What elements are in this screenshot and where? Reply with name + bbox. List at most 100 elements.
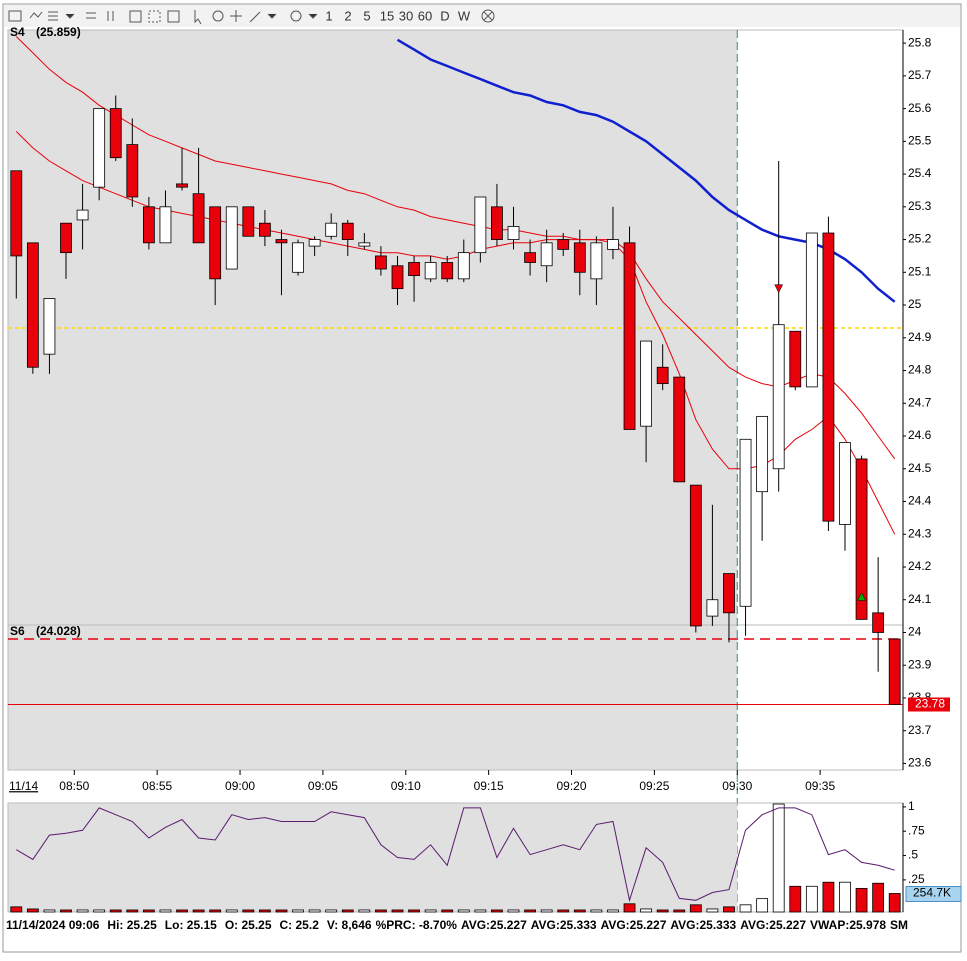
candle-body [292, 242, 304, 273]
icon-clock[interactable] [290, 10, 302, 22]
study-value: (25.859) [36, 25, 81, 39]
candle-body [126, 144, 139, 198]
candle-body [10, 170, 23, 257]
volume-bar [10, 906, 23, 913]
status-item: VWAP:25.978 [810, 918, 886, 932]
candle-body [258, 222, 271, 237]
volume-bar [805, 885, 818, 913]
icon-zoom-out[interactable] [167, 10, 180, 23]
volume-bar [839, 881, 851, 913]
volume-bar [43, 909, 56, 913]
volume-bar [275, 909, 288, 913]
icon-line[interactable] [29, 11, 43, 19]
candle-body [474, 196, 487, 254]
volume-bar [93, 909, 106, 913]
candle-body [822, 232, 835, 522]
icon-vsplit[interactable] [107, 11, 114, 21]
interval-button[interactable]: 60 [418, 8, 432, 23]
status-item: AVG:25.333 [531, 918, 597, 932]
y-tick-label: 25.2 [908, 232, 932, 246]
icon-crosshair[interactable] [230, 10, 242, 22]
candle-body [573, 242, 586, 273]
icon-close[interactable] [481, 9, 495, 23]
candle-body [176, 183, 188, 188]
icon-pointer[interactable] [194, 10, 202, 25]
volume-bar [607, 909, 619, 913]
volume-bar [209, 909, 222, 913]
candle-body [557, 239, 570, 250]
candle-body [26, 242, 39, 368]
volume-bar [640, 908, 653, 913]
y-tick-label: 24.6 [908, 428, 932, 442]
y-tick-label: 24 [908, 625, 922, 639]
status-item: AVG:25.333 [670, 918, 736, 932]
candle-body [192, 193, 205, 244]
volume-bar [192, 909, 205, 913]
volume-tag [905, 885, 962, 902]
status-item: SM [890, 918, 908, 932]
icon-dropdown[interactable] [267, 13, 277, 19]
volume-bar [176, 909, 188, 913]
volume-bar [126, 909, 139, 913]
last-price-label: 23.78 [915, 697, 945, 711]
candle-body [209, 206, 222, 280]
candle-body [607, 239, 619, 250]
volume-bar [855, 887, 868, 913]
icon-dropdown[interactable] [308, 13, 318, 19]
candle-body [507, 226, 520, 240]
icon-bars[interactable] [8, 10, 22, 22]
interval-button[interactable]: 2 [344, 8, 351, 23]
icon-zoom-in[interactable] [129, 10, 142, 23]
volume-bar [872, 882, 885, 913]
candle-body [76, 209, 89, 221]
interval-button[interactable]: 5 [363, 8, 370, 23]
volume-bar [308, 909, 321, 913]
volume-bar [491, 909, 503, 913]
icon-hand[interactable] [212, 10, 224, 22]
icon-zoom-box[interactable] [148, 10, 161, 23]
x-tick-label: 09:20 [557, 779, 587, 793]
candle-body [656, 366, 669, 385]
y-tick-label: 24.8 [908, 363, 932, 377]
volume-bar [573, 909, 586, 913]
interval-button[interactable]: W [458, 8, 471, 23]
volume-bar [225, 909, 238, 913]
volume-bar [507, 909, 520, 913]
candle-body [308, 239, 321, 247]
volume-bar [391, 909, 404, 913]
status-item: O: 25.25 [225, 918, 272, 932]
icon-draw[interactable] [249, 11, 261, 23]
candle-body [640, 340, 653, 427]
candle-body [689, 484, 702, 627]
candle-body [225, 206, 238, 270]
interval-button[interactable]: 30 [399, 8, 413, 23]
volume-bar [789, 885, 802, 913]
icon-hsplit[interactable] [86, 12, 96, 19]
volume-bar [706, 908, 719, 913]
interval-button[interactable]: D [440, 8, 449, 23]
candle-body [159, 206, 172, 244]
candle-body [457, 252, 470, 280]
y-tick-label: 24.3 [908, 526, 932, 540]
x-tick-label: 09:05 [308, 779, 338, 793]
volume-bar [325, 909, 338, 913]
icon-close-x [483, 11, 493, 21]
volume-bar [242, 909, 255, 913]
candle-body [341, 222, 354, 240]
interval-button[interactable]: 15 [380, 8, 394, 23]
volume-bar [441, 909, 454, 913]
y-tick-label: 24.4 [908, 494, 932, 508]
window-frame [2, 3, 962, 953]
candle-body [739, 438, 752, 607]
status-item: %PRC: -8.70% [376, 918, 458, 932]
volume-bar [292, 909, 304, 913]
volume-bar [408, 909, 420, 913]
y-tick-label: 25.3 [908, 199, 932, 213]
icon-candles[interactable] [48, 11, 58, 21]
icon-dropdown[interactable] [65, 13, 75, 19]
volume-bar [258, 909, 271, 913]
interval-button[interactable]: 1 [325, 8, 332, 23]
volume-bar [656, 909, 669, 913]
volume-bar [689, 904, 702, 913]
candle-body [391, 265, 404, 290]
